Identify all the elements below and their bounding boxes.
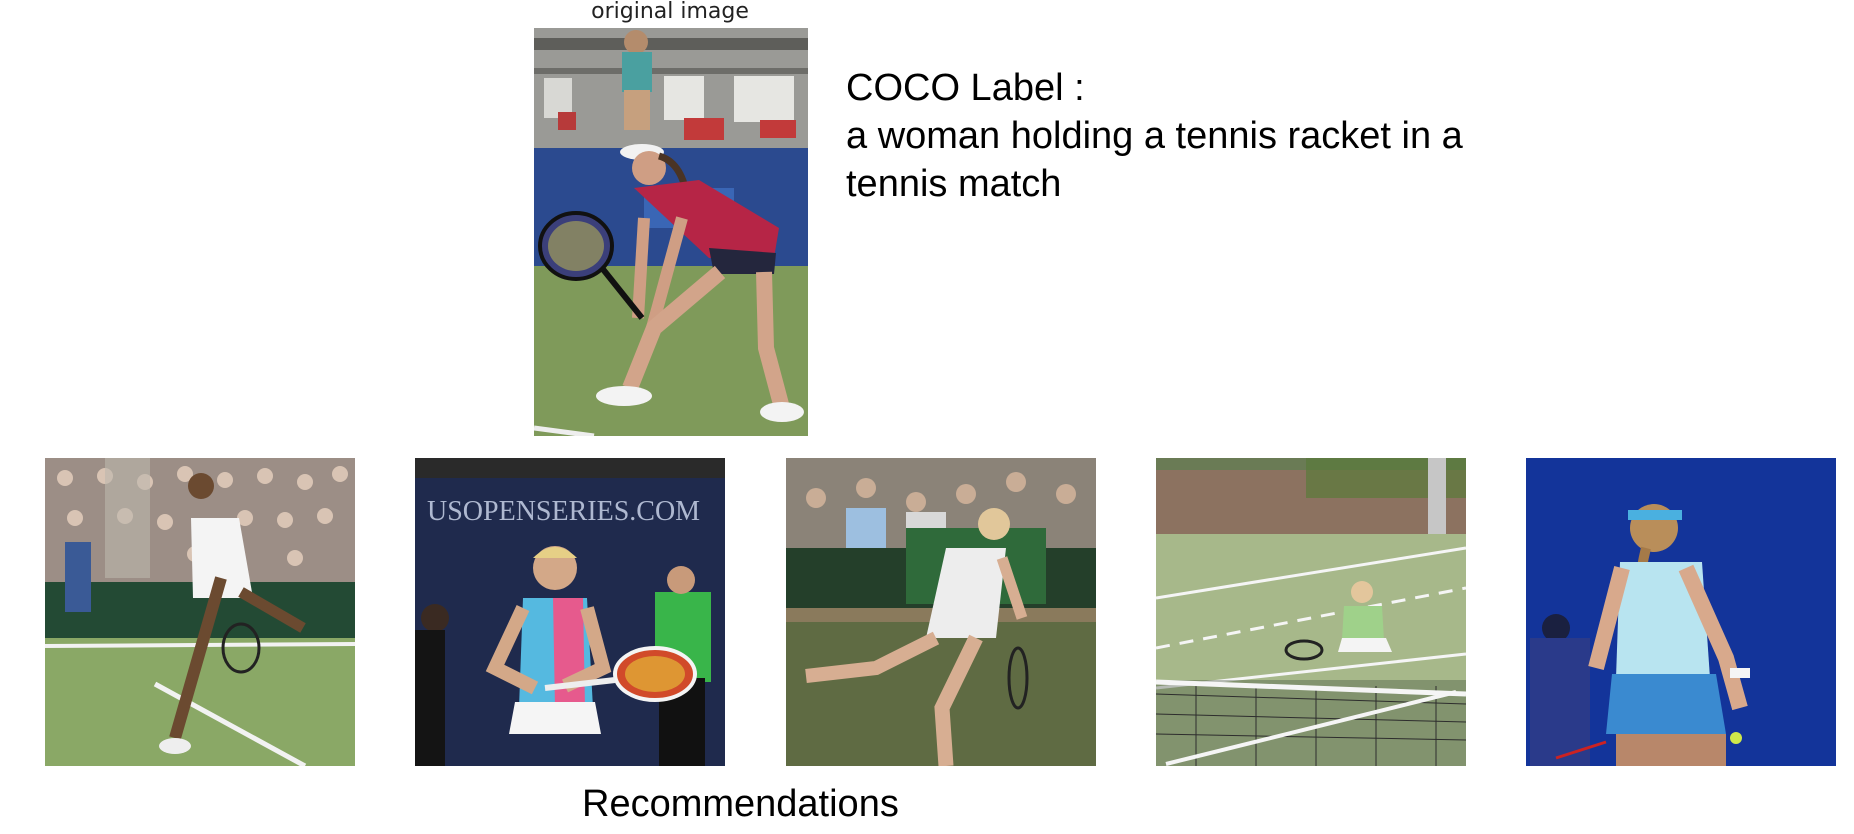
recommendations-title: Recommendations bbox=[582, 783, 899, 825]
recommendation-image-3 bbox=[786, 458, 1096, 766]
original-image-title: original image bbox=[591, 0, 749, 24]
coco-label-line: a woman holding a tennis racket in a bbox=[846, 115, 1463, 157]
banner-text: USOPENSERIES.COM bbox=[427, 496, 700, 527]
tennis-serve-photo bbox=[45, 458, 355, 766]
tennis-player-net-photo bbox=[1156, 458, 1466, 766]
tennis-player-running-photo bbox=[786, 458, 1096, 766]
tennis-player-back-photo bbox=[1526, 458, 1836, 766]
coco-label-heading: COCO Label : bbox=[846, 67, 1085, 109]
coco-label-line: tennis match bbox=[846, 163, 1062, 205]
recommendation-image-2: USOPENSERIES.COM bbox=[415, 458, 725, 766]
recommendation-image-5 bbox=[1526, 458, 1836, 766]
original-image bbox=[534, 28, 808, 436]
tennis-player-banner-photo: USOPENSERIES.COM bbox=[415, 458, 725, 766]
original-photo bbox=[534, 28, 808, 436]
recommendation-image-4 bbox=[1156, 458, 1466, 766]
recommendation-image-1 bbox=[45, 458, 355, 766]
coco-label: COCO Label : a woman holding a tennis ra… bbox=[846, 64, 1546, 208]
